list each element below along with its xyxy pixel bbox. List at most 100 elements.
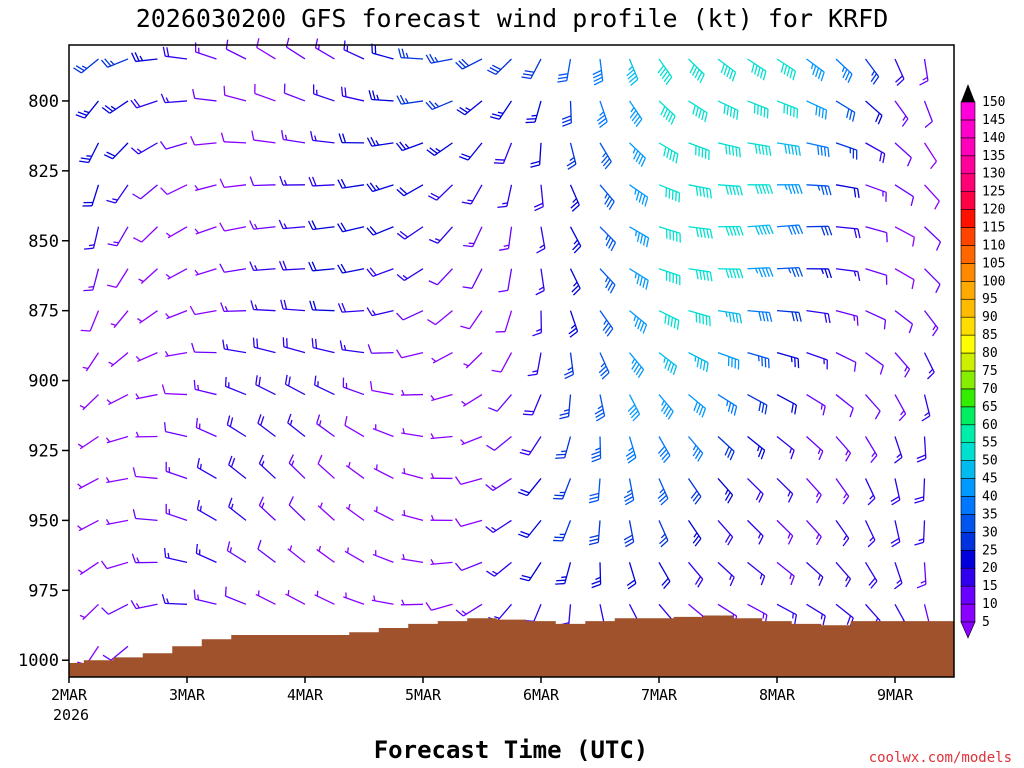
wind-barb xyxy=(747,351,770,369)
wind-barb xyxy=(317,454,335,479)
wind-barb xyxy=(280,299,306,312)
wind-barb xyxy=(314,590,335,605)
wind-barb xyxy=(131,553,158,564)
wind-barb xyxy=(105,519,129,526)
y-tick-label: 1000 xyxy=(18,651,59,671)
wind-barb xyxy=(400,599,424,606)
wind-barb xyxy=(194,268,217,276)
wind-barb xyxy=(894,58,905,86)
wind-barb xyxy=(894,268,915,290)
wind-barb xyxy=(373,506,394,521)
wind-barb xyxy=(521,58,542,80)
wind-barb xyxy=(865,226,888,243)
y-tick-label: 900 xyxy=(28,372,59,392)
wind-barb xyxy=(916,436,927,463)
wind-barb xyxy=(835,226,861,239)
colorbar-label: 75 xyxy=(982,364,998,379)
wind-barb xyxy=(835,520,850,547)
y-tick-label: 950 xyxy=(28,511,59,531)
colorbar-label: 60 xyxy=(982,418,998,433)
colorbar-label: 145 xyxy=(982,113,1005,128)
wind-barb xyxy=(425,100,453,111)
wind-barb xyxy=(159,141,188,150)
colorbar-label: 35 xyxy=(982,507,998,522)
wind-barb xyxy=(427,310,453,326)
x-tick-label: 7MAR xyxy=(641,686,678,704)
wind-barb xyxy=(372,424,394,438)
chart-title: 2026030200 GFS forecast wind profile (kt… xyxy=(136,4,889,33)
wind-barb xyxy=(776,351,800,369)
wind-barb xyxy=(776,58,797,81)
colorbar-segment xyxy=(960,388,976,408)
wind-barb xyxy=(591,436,602,463)
wind-barb xyxy=(658,142,679,164)
wind-barb xyxy=(425,602,453,611)
wind-barb xyxy=(396,94,424,105)
colorbar-label: 70 xyxy=(982,382,998,397)
wind-barb xyxy=(105,477,129,484)
colorbar-segment xyxy=(960,298,976,318)
wind-barb xyxy=(100,58,129,68)
wind-barb xyxy=(599,184,615,211)
wind-barb xyxy=(835,394,854,418)
wind-barb xyxy=(460,435,483,446)
y-tick-label: 975 xyxy=(28,581,59,601)
wind-barb xyxy=(131,52,158,63)
wind-barb xyxy=(459,142,483,161)
wind-barb xyxy=(252,337,276,354)
wind-barb xyxy=(106,393,129,406)
wind-barb xyxy=(195,418,217,438)
wind-barb xyxy=(497,184,513,209)
wind-barb xyxy=(523,394,542,416)
wind-barb xyxy=(687,520,702,547)
wind-barb xyxy=(688,310,711,327)
wind-barb xyxy=(401,428,424,438)
wind-barb xyxy=(254,84,276,102)
colorbar-label: 25 xyxy=(982,543,998,558)
wind-barb xyxy=(462,268,483,289)
x-tick-label: 4MAR xyxy=(287,686,324,704)
wind-barb xyxy=(461,394,483,407)
wind-barb xyxy=(835,184,860,199)
wind-barb xyxy=(835,100,856,122)
wind-barb xyxy=(463,226,483,248)
wind-barb xyxy=(914,520,926,546)
wind-barb xyxy=(806,100,828,120)
wind-barb xyxy=(258,496,276,521)
wind-barb xyxy=(688,100,708,123)
colorbar-label: 95 xyxy=(982,292,998,307)
wind-barb xyxy=(160,184,188,196)
wind-barb xyxy=(717,394,738,416)
wind-barb xyxy=(288,454,306,479)
wind-barb xyxy=(923,100,933,128)
wind-barb xyxy=(499,226,513,251)
wind-barb xyxy=(894,562,903,590)
colorbar-label: 100 xyxy=(982,274,1005,289)
wind-barb xyxy=(337,222,365,233)
colorbar-segment xyxy=(960,370,976,390)
wind-barb xyxy=(337,302,365,313)
wind-barb xyxy=(282,337,306,354)
wind-barb xyxy=(519,436,542,456)
wind-barb xyxy=(894,184,915,207)
wind-barb xyxy=(396,184,424,197)
wind-barb xyxy=(314,375,335,396)
wind-barb xyxy=(553,520,572,542)
wind-barb xyxy=(430,559,453,566)
colorbar-segment xyxy=(960,514,976,533)
wind-barb xyxy=(396,268,424,282)
wind-barb xyxy=(806,519,822,546)
colorbar-segment xyxy=(960,316,976,336)
wind-barb xyxy=(101,603,129,615)
y-tick-label: 825 xyxy=(28,162,59,182)
wind-barb xyxy=(894,100,909,127)
wind-barb xyxy=(316,414,335,438)
wind-barb xyxy=(923,352,935,380)
wind-barb xyxy=(717,436,735,461)
wind-barb xyxy=(311,338,335,354)
wind-barb xyxy=(132,184,158,200)
wind-barb xyxy=(498,268,513,293)
wind-barb xyxy=(338,133,365,144)
wind-barb xyxy=(536,226,546,254)
wind-barb xyxy=(629,310,648,334)
